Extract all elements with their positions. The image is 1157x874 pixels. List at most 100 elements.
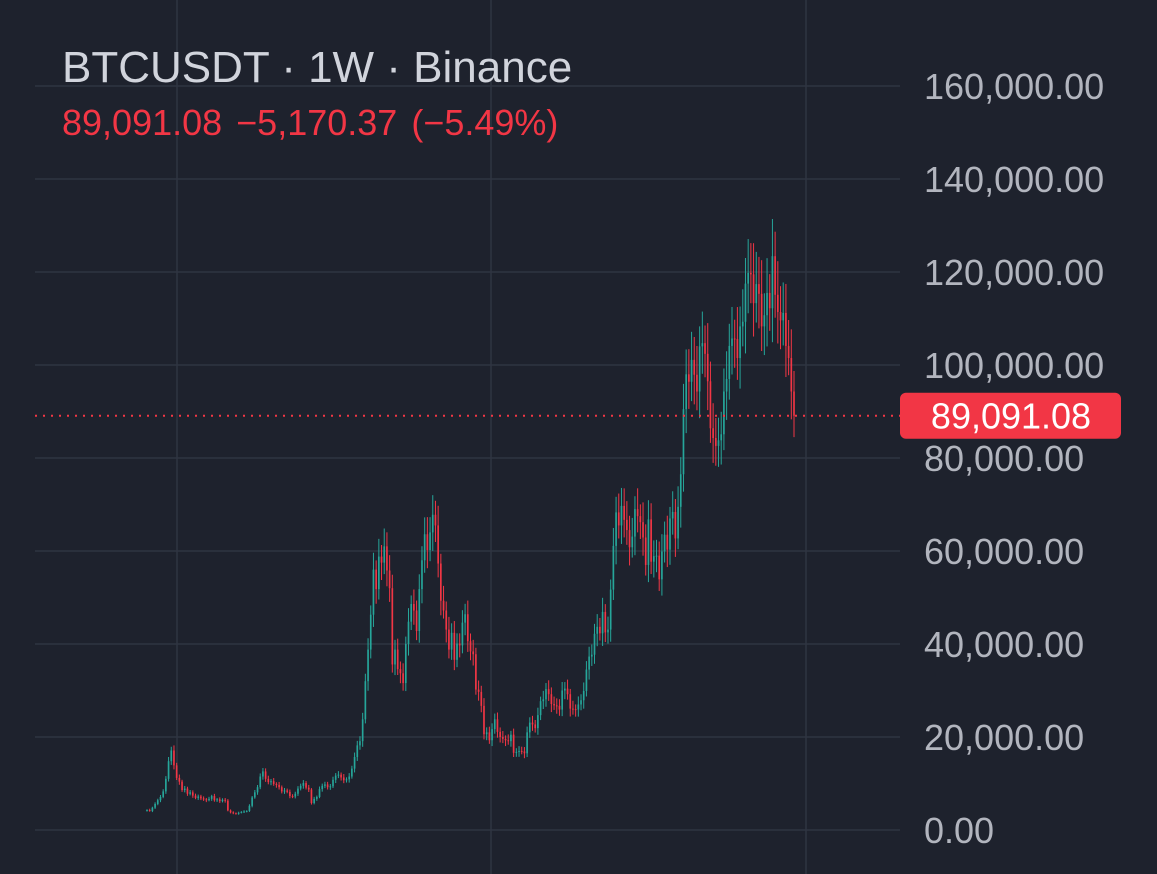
- candle-body: [175, 765, 178, 778]
- candle-body: [332, 779, 334, 787]
- candle-body: [426, 534, 429, 551]
- candle-body: [437, 525, 439, 564]
- candle-body: [739, 326, 741, 359]
- candle-body: [496, 719, 499, 732]
- candle-body: [243, 811, 245, 813]
- candle-body: [299, 785, 302, 789]
- candle-body: [272, 781, 275, 784]
- y-tick-label: 20,000.00: [924, 717, 1084, 758]
- y-tick-label: 140,000.00: [924, 159, 1104, 200]
- candle-body: [782, 312, 785, 321]
- candle-body: [502, 737, 504, 739]
- candle-body: [154, 803, 156, 808]
- candle-body: [480, 691, 483, 706]
- candle-body: [483, 705, 485, 735]
- y-tick-label: 0.00: [924, 810, 994, 851]
- candle-body: [639, 516, 642, 523]
- candle-body: [310, 789, 313, 804]
- candle-body: [318, 789, 321, 797]
- candle-body: [615, 512, 617, 546]
- candle-body: [453, 632, 456, 660]
- candle-body: [194, 795, 197, 798]
- chart-title: BTCUSDT · 1W · Binance: [62, 43, 573, 92]
- candle-body: [507, 740, 510, 742]
- candle-body: [688, 374, 690, 382]
- candle-body: [752, 274, 755, 304]
- candle-body: [329, 786, 332, 788]
- candle-body: [162, 791, 165, 797]
- candle-body: [534, 724, 537, 729]
- candle-body: [240, 811, 243, 813]
- candle-body: [375, 569, 377, 590]
- candle-body: [267, 778, 270, 783]
- candle-body: [442, 600, 445, 611]
- candle-body: [232, 812, 235, 814]
- price-quote: 89,091.08 −5,170.37 (−5.49%): [62, 100, 572, 146]
- candle-body: [189, 792, 191, 794]
- candle-body: [542, 699, 545, 702]
- candle-body: [469, 641, 472, 652]
- candle-body: [450, 632, 453, 650]
- candle-body: [440, 563, 442, 601]
- candle-body: [418, 589, 421, 631]
- candle-body: [337, 774, 340, 776]
- candle-body: [750, 272, 752, 275]
- candle-body: [404, 644, 407, 684]
- candle-body: [717, 440, 720, 446]
- candle-body: [237, 812, 240, 814]
- last-price-badge-label: 89,091.08: [931, 396, 1091, 437]
- candle-body: [148, 810, 151, 812]
- candle-body: [679, 474, 682, 507]
- candle-body: [423, 534, 426, 561]
- candle-body: [302, 783, 305, 786]
- candle-body: [245, 810, 248, 812]
- candle-body: [609, 589, 612, 630]
- candle-body: [305, 783, 307, 788]
- candle-body: [577, 704, 580, 710]
- candle-body: [170, 750, 173, 762]
- candle-body: [407, 621, 410, 644]
- candle-body: [326, 784, 329, 788]
- candle-body: [731, 338, 733, 346]
- candle-body: [741, 321, 744, 327]
- candle-body: [248, 805, 251, 811]
- candle-body: [167, 761, 170, 779]
- candle-body: [477, 689, 480, 692]
- candle-body: [485, 732, 488, 735]
- candle-body: [235, 813, 237, 815]
- chart-header: BTCUSDT · 1W · Binance 89,091.08 −5,170.3…: [62, 40, 572, 146]
- candle-body: [399, 669, 402, 674]
- candle-body: [197, 796, 200, 798]
- candle-body: [456, 643, 458, 660]
- candle-body: [488, 732, 491, 741]
- candle-body: [553, 703, 555, 706]
- price-axis[interactable]: 0.00 20,000.00 40,000.00 60,000.00 80,000.00…: [900, 66, 1121, 851]
- candle-body: [380, 556, 383, 563]
- candle-body: [523, 751, 526, 754]
- candle-body: [227, 800, 229, 811]
- candle-body: [669, 518, 671, 550]
- y-tick-label: 60,000.00: [924, 531, 1084, 572]
- candle-body: [760, 293, 763, 327]
- candle-body: [655, 555, 658, 557]
- candle-body: [431, 514, 434, 533]
- candle-body: [413, 604, 415, 611]
- candle-body: [528, 722, 531, 733]
- candle-body: [388, 570, 391, 589]
- candle-body: [790, 358, 793, 392]
- candle-body: [593, 633, 596, 655]
- candle-body: [367, 649, 369, 682]
- candle-body: [580, 700, 582, 705]
- candle-body: [601, 611, 604, 634]
- candle-body: [550, 694, 553, 704]
- candle-body: [410, 604, 413, 622]
- candle-body: [547, 689, 550, 695]
- candle-body: [402, 673, 404, 684]
- y-tick-label: 160,000.00: [924, 66, 1104, 107]
- candle-body: [599, 626, 601, 634]
- candle-body: [725, 378, 728, 392]
- price-change-percent: (−5.49%): [411, 102, 559, 143]
- candle-body: [620, 505, 623, 526]
- candle-body: [661, 551, 663, 580]
